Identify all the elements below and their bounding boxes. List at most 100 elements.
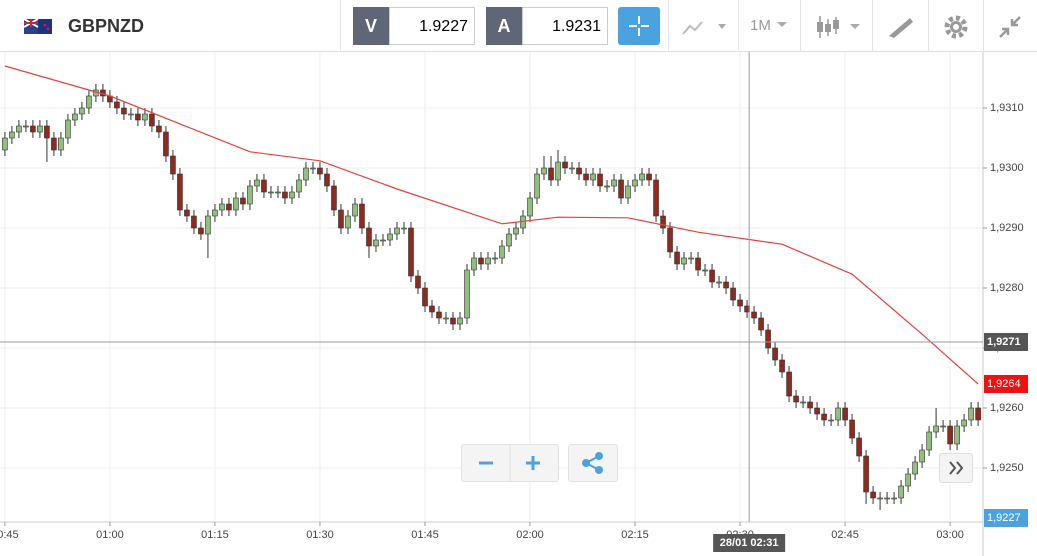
toolbar: GBPNZD V 1.9227 A 1.9231 1M [0, 0, 1037, 52]
y-tick-label: 1,9250 [990, 462, 1024, 474]
chart-type-button[interactable] [680, 16, 730, 38]
candle-body [9, 131, 15, 139]
candle-body [457, 317, 463, 325]
candle-body [954, 425, 960, 445]
candle-body [212, 209, 218, 217]
x-tick-label: 01:00 [96, 529, 124, 541]
settings-button[interactable] [943, 14, 969, 40]
candle-body [156, 125, 162, 133]
separator [738, 0, 739, 52]
candle-body [408, 227, 414, 277]
candle-body [373, 239, 379, 247]
sell-button[interactable]: V [353, 7, 389, 45]
candle-body [359, 203, 365, 229]
candle-body [646, 173, 652, 181]
candle-body [233, 197, 239, 211]
candle-body [548, 167, 554, 181]
candle-body [44, 125, 50, 139]
candle-body [926, 431, 932, 451]
candle-body [366, 227, 372, 247]
candle-body [968, 407, 974, 421]
candle-body [667, 227, 673, 253]
candle-body [121, 107, 127, 115]
candle-body [562, 161, 568, 169]
candle-body [492, 257, 498, 260]
candle-body [793, 395, 799, 403]
share-button[interactable] [568, 444, 618, 482]
candle-body [450, 317, 456, 325]
candle-body [590, 173, 596, 181]
candle-body [814, 407, 820, 415]
candle-body [541, 167, 547, 175]
candle-body [240, 197, 246, 205]
separator [340, 0, 341, 52]
candle-body [289, 191, 295, 199]
timeframe-button[interactable]: 1M [750, 17, 771, 34]
last-price-box [984, 375, 1028, 393]
candle-body [345, 215, 351, 229]
y-tick-label: 1,9300 [990, 162, 1024, 174]
candle-body [702, 269, 708, 272]
x-tick-label: 00:45 [0, 529, 19, 541]
candle-body [219, 203, 225, 211]
candle-body [135, 113, 141, 121]
candle-body [583, 173, 589, 181]
candle-body [933, 425, 939, 433]
candle-body [471, 257, 477, 271]
candle-body [303, 167, 309, 181]
candle-body [114, 101, 120, 109]
y-tick-label: 1,9310 [990, 102, 1024, 114]
collapse-button[interactable] [997, 14, 1023, 40]
candle-body [247, 185, 253, 205]
candle-body [205, 215, 211, 235]
candle-body [338, 209, 344, 229]
candle-body [464, 269, 470, 319]
crosshair-price-label: 1,9271 [987, 336, 1021, 348]
candle-body [737, 299, 743, 307]
crosshair-time-box [713, 534, 786, 552]
candle-body [891, 497, 897, 500]
candle-body [639, 173, 645, 181]
candle-body [842, 407, 848, 421]
x-tick-label: 01:30 [306, 529, 334, 541]
separator [928, 0, 929, 52]
candle-body [870, 491, 876, 499]
separator [668, 0, 669, 52]
candle-body [51, 137, 57, 151]
candle-body [275, 191, 281, 194]
candle-body [324, 173, 330, 187]
draw-button[interactable] [886, 14, 916, 40]
bid-price-box [984, 509, 1028, 527]
candle-body [499, 245, 505, 259]
buy-button[interactable]: A [486, 7, 522, 45]
candle-body [660, 215, 666, 229]
sell-price: 1.9227 [389, 7, 475, 45]
candle-body [786, 371, 792, 397]
crosshair-button[interactable] [618, 7, 660, 45]
candle-body [142, 113, 148, 121]
y-tick-label: 1,9290 [990, 222, 1024, 234]
crosshair-price-box [984, 333, 1028, 351]
candle-body [779, 359, 785, 373]
candle-body [268, 191, 274, 194]
candle-type-button[interactable] [814, 14, 864, 40]
scroll-end-button[interactable] [939, 453, 973, 483]
last-price-label: 1,9264 [987, 378, 1021, 390]
candle-body [555, 161, 561, 181]
candle-body [387, 233, 393, 241]
candle-body [709, 269, 715, 283]
x-tick-label: 01:15 [201, 529, 229, 541]
candle-body [65, 119, 71, 139]
candle-body [478, 257, 484, 265]
candle-body [352, 203, 358, 217]
candle-body [310, 167, 316, 170]
candle-body [849, 419, 855, 439]
separator [983, 0, 984, 52]
x-tick-label: 02:45 [831, 529, 859, 541]
candle-body [884, 497, 890, 500]
candle-body [632, 179, 638, 187]
candle-body [16, 125, 22, 133]
candle-body [191, 215, 197, 229]
candle-body [380, 239, 386, 242]
candle-body [401, 227, 407, 230]
